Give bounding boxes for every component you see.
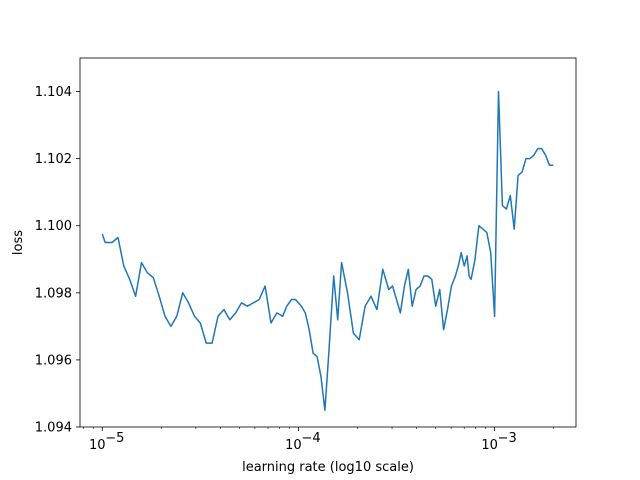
y-tick-label: 1.098 — [35, 286, 72, 301]
y-axis-title: loss — [11, 230, 26, 255]
x-tick-label: 10 — [481, 438, 498, 453]
x-tick-label: 10 — [285, 438, 302, 453]
y-tick-label: 1.104 — [35, 85, 72, 100]
x-tick-label: 10 — [89, 438, 106, 453]
y-tick-label: 1.096 — [35, 353, 72, 368]
series-layer — [101, 90, 554, 411]
x-axis-title: learning rate (log10 scale) — [242, 460, 414, 475]
x-tick-exponent: −4 — [301, 431, 320, 446]
x-tick-exponent: −3 — [498, 431, 517, 446]
x-tick-exponent: −5 — [105, 431, 124, 446]
y-tick-label: 1.094 — [35, 421, 72, 436]
y-tick-label: 1.100 — [35, 219, 72, 234]
y-tick-label: 1.102 — [35, 152, 72, 167]
ticks-layer: 10 −5 10 −4 10 −31.0941.0961.0981.1001.1021.1… — [35, 85, 554, 453]
axes-frame — [79, 57, 577, 428]
loss-series-line — [101, 90, 554, 411]
